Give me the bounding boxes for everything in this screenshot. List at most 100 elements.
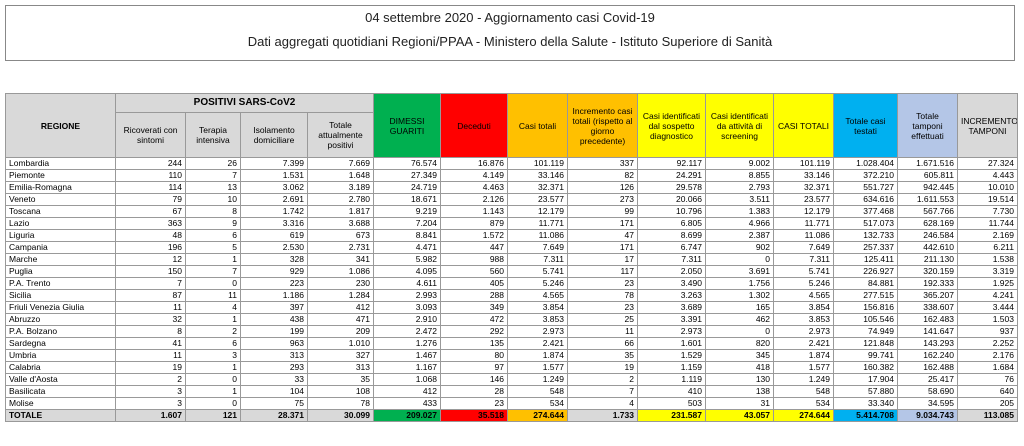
- cell-value: 4.095: [373, 265, 441, 278]
- column-header: REGIONE: [5, 93, 116, 158]
- cell-value: 2.472: [373, 325, 441, 338]
- report-header: 04 settembre 2020 - Aggiornamento casi C…: [5, 5, 1015, 61]
- cell-value: 2.421: [507, 337, 568, 350]
- cell-value: 4.149: [440, 169, 508, 182]
- cell-value: 1: [185, 385, 241, 398]
- region-row: Molise 3 0 75 78 433 23 534 4 503 31 534 33.340 34.59…: [5, 397, 1018, 410]
- cell-value: 171: [567, 217, 638, 230]
- region-row: Lazio 363 9 3.316 3.688 7.204 879 11.771 171 6.80…: [5, 217, 1018, 230]
- cell-value: 628.169: [897, 217, 958, 230]
- cell-value: 35: [307, 373, 374, 386]
- cell-value: 273: [567, 193, 638, 206]
- group-header: POSITIVI SARS-CoV2: [115, 93, 374, 113]
- cell-value: 97: [440, 361, 508, 374]
- cell-value: 5.246: [507, 277, 568, 290]
- cell-value: 2.050: [637, 265, 706, 278]
- cell-value: 2.252: [957, 337, 1018, 350]
- cell-value: 9.219: [373, 205, 441, 218]
- cell-value: 192.333: [897, 277, 958, 290]
- cell-value: 548: [507, 385, 568, 398]
- column-header: Casi identificati da attività di screeni…: [705, 93, 774, 158]
- cell-value: 1.143: [440, 205, 508, 218]
- cell-value: 23: [440, 397, 508, 410]
- cell-value: 47: [567, 229, 638, 242]
- region-row: Piemonte 110 7 1.531 1.648 27.349 4.149 33.146 8…: [5, 169, 1018, 182]
- cell-value: 160.382: [833, 361, 898, 374]
- cell-value: 11: [185, 289, 241, 302]
- cell-value: 1.572: [440, 229, 508, 242]
- region-row: Marche 12 1 328 341 5.982 988 7.311 17 7.311 0 7.31…: [5, 253, 1018, 266]
- cell-value: 7.649: [507, 241, 568, 254]
- cell-value: 226.927: [833, 265, 898, 278]
- subtitle: Dati aggregati quotidiani Regioni/PPAA -…: [247, 34, 773, 49]
- cell-value: 3: [185, 349, 241, 362]
- cell-value: 11: [115, 349, 186, 362]
- cell-value: 30.099: [307, 409, 374, 422]
- cell-value: 472: [440, 313, 508, 326]
- cell-value: 551.727: [833, 181, 898, 194]
- cell-value: 28.371: [240, 409, 308, 422]
- cell-value: 3.316: [240, 217, 308, 230]
- cell-value: 126: [567, 181, 638, 194]
- cell-value: 1.159: [637, 361, 706, 374]
- cell-value: 8: [115, 325, 186, 338]
- cell-value: 2.973: [773, 325, 834, 338]
- region-name: Emilia-Romagna: [5, 181, 116, 194]
- cell-value: 1.874: [507, 349, 568, 362]
- cell-value: 2: [115, 373, 186, 386]
- cell-value: 0: [185, 277, 241, 290]
- cell-value: 17.904: [833, 373, 898, 386]
- cell-value: 988: [440, 253, 508, 266]
- cell-value: 0: [705, 325, 774, 338]
- cell-value: 2.973: [507, 325, 568, 338]
- cell-value: 23.577: [507, 193, 568, 206]
- region-name: Umbria: [5, 349, 116, 362]
- region-row: Valle d'Aosta 2 0 33 35 1.068 146 1.249 2 1.119 13…: [5, 373, 1018, 386]
- cell-value: 35: [567, 349, 638, 362]
- cell-value: 313: [307, 361, 374, 374]
- cell-value: 7.669: [307, 157, 374, 170]
- cell-value: 27.349: [373, 169, 441, 182]
- cell-value: 32.371: [507, 181, 568, 194]
- cell-value: 5: [185, 241, 241, 254]
- cell-value: 6: [185, 337, 241, 350]
- cell-value: 104: [240, 385, 308, 398]
- region-name: Piemonte: [5, 169, 116, 182]
- cell-value: 1.529: [637, 349, 706, 362]
- cell-value: 26: [185, 157, 241, 170]
- cell-value: 412: [307, 301, 374, 314]
- cell-value: 27.324: [957, 157, 1018, 170]
- cell-value: 1.671.516: [897, 157, 958, 170]
- cell-value: 156.816: [833, 301, 898, 314]
- cell-value: 105.546: [833, 313, 898, 326]
- header-row: Ricoverati con sintomi Terapia intensiva I…: [6, 112, 1018, 158]
- cell-value: 162.488: [897, 361, 958, 374]
- cell-value: 517.073: [833, 217, 898, 230]
- cell-value: 9: [185, 217, 241, 230]
- cell-value: 2.731: [307, 241, 374, 254]
- cell-value: 34.595: [897, 397, 958, 410]
- cell-value: 25.417: [897, 373, 958, 386]
- cell-value: 3.263: [637, 289, 706, 302]
- cell-value: 534: [507, 397, 568, 410]
- cell-value: 7.399: [240, 157, 308, 170]
- cell-value: 328: [240, 253, 308, 266]
- cell-value: 101.119: [507, 157, 568, 170]
- column-header: Incremento casi totali (rispetto al gior…: [567, 93, 638, 158]
- cell-value: 879: [440, 217, 508, 230]
- cell-value: 17: [567, 253, 638, 266]
- data-table: REGIONE POSITIVI SARS-CoV2 DIMESSI GUARITI…: [5, 93, 1018, 422]
- cell-value: 372.210: [833, 169, 898, 182]
- cell-value: 57.880: [833, 385, 898, 398]
- region-name: Veneto: [5, 193, 116, 206]
- region-name: Puglia: [5, 265, 116, 278]
- cell-value: 3.689: [637, 301, 706, 314]
- cell-value: 12.179: [507, 205, 568, 218]
- cell-value: 3.688: [307, 217, 374, 230]
- cell-value: 292: [440, 325, 508, 338]
- cell-value: 820: [705, 337, 774, 350]
- cell-value: 462: [705, 313, 774, 326]
- cell-value: 79: [115, 193, 186, 206]
- cell-value: 6.747: [637, 241, 706, 254]
- cell-value: 2.793: [705, 181, 774, 194]
